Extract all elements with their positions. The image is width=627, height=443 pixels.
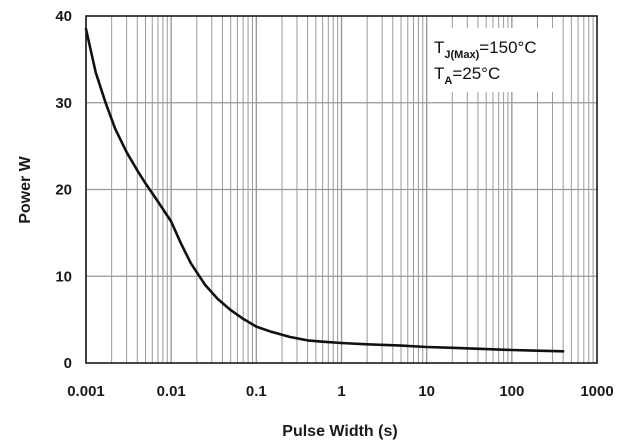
plot-frame (85, 15, 598, 364)
y-tick-label: 20 (55, 182, 72, 199)
x-tick-label: 1000 (580, 383, 613, 400)
x-axis-title: Pulse Width (s) (282, 423, 397, 440)
power-curve-line (84, 27, 565, 353)
x-tick-label: 1 (337, 383, 345, 400)
annotation-line-tj: TJ(Max)=150°C (434, 38, 537, 61)
x-tick-label: 0.001 (67, 383, 105, 400)
x-tick-label: 10 (418, 383, 435, 400)
tick-labels: 0.001 0.01 0.1 1 10 100 1000 0 10 20 30 40 (55, 8, 613, 400)
y-axis-title: Power W (17, 155, 34, 223)
plot-border (85, 15, 598, 364)
series-layer (84, 27, 565, 353)
grid-lines (85, 16, 597, 363)
y-tick-label: 40 (55, 8, 72, 25)
x-tick-label: 0.01 (157, 383, 186, 400)
annotation-line-ta: TA=25°C (434, 64, 500, 87)
y-tick-label: 30 (55, 95, 72, 112)
y-tick-label: 10 (55, 268, 72, 285)
y-tick-label: 0 (64, 355, 72, 372)
conditions-annotation: TJ(Max)=150°C TA=25°C (428, 28, 560, 92)
x-tick-label: 0.1 (246, 383, 267, 400)
annotation-background (428, 28, 560, 92)
x-tick-label: 100 (499, 383, 524, 400)
